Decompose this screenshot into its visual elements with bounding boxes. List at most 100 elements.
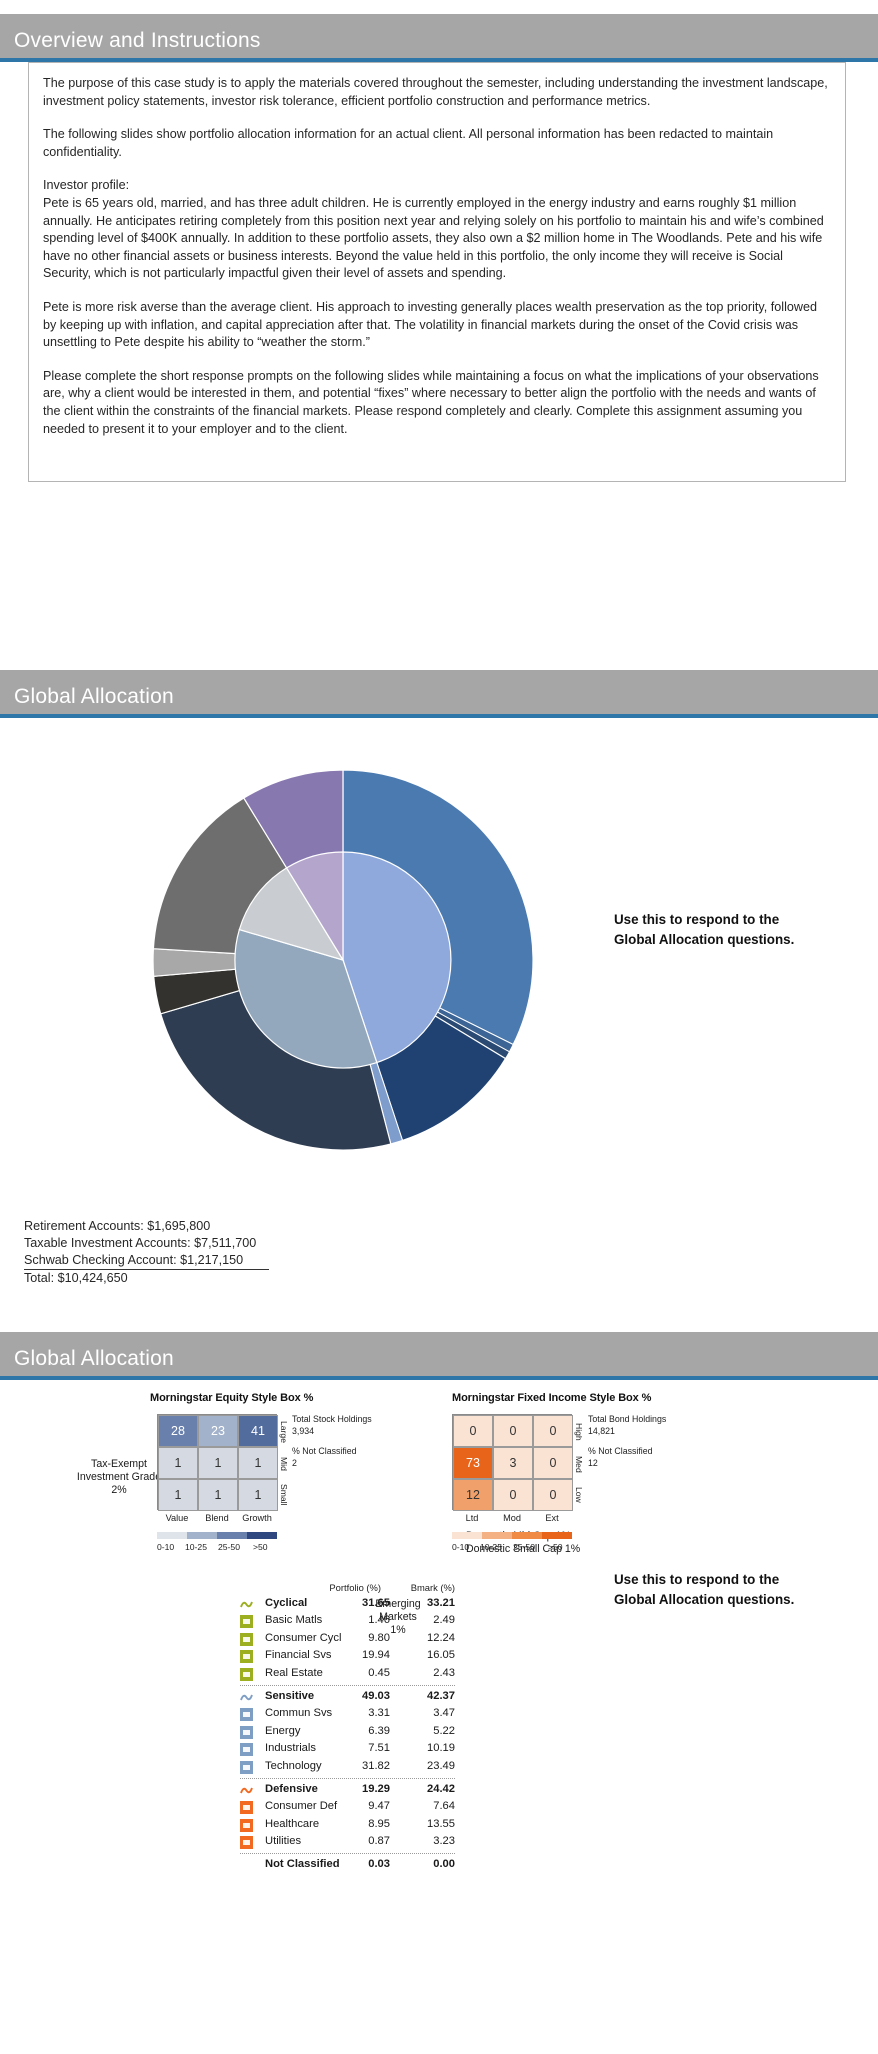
fixed-legend-bar xyxy=(452,1532,572,1539)
sector-bmark-value: 5.22 xyxy=(433,1724,455,1737)
fixed-cell-high-ltd: 0 xyxy=(453,1415,493,1447)
fixed-info-value-total: 14,821 xyxy=(588,1425,615,1436)
industrials-icon xyxy=(240,1743,253,1757)
sector-bmark-value: 2.43 xyxy=(433,1666,455,1679)
slice-cash-inner xyxy=(238,867,345,962)
fixed-income-style-box-title: Morningstar Fixed Income Style Box % xyxy=(452,1392,652,1404)
sector-portfolio-value: 31.82 xyxy=(362,1759,390,1772)
equity-info-value-not-classified: 2 xyxy=(292,1457,297,1468)
fixed-cell-low-ltd: 12 xyxy=(453,1479,493,1511)
sector-bmark-value: 3.47 xyxy=(433,1707,455,1720)
sector-bmark-value: 3.23 xyxy=(433,1835,455,1848)
sector-name: Energy xyxy=(265,1724,301,1737)
equity-col-label-blend: Blend xyxy=(205,1513,229,1523)
sector-name: Defensive xyxy=(265,1782,318,1795)
overview-paragraph-risk: Pete is more risk averse than the averag… xyxy=(43,299,817,350)
fixed-info-value-not-classified: 12 xyxy=(588,1457,598,1468)
sector-bmark-value: 42.37 xyxy=(427,1689,455,1702)
sector-bmark-value: 16.05 xyxy=(427,1649,455,1662)
equity-cell-mid-blend: 1 xyxy=(198,1447,238,1479)
sector-row: Technology 31.82 23.49 xyxy=(240,1759,455,1776)
account-totals: Retirement Accounts: $1,695,800 Taxable … xyxy=(24,1218,270,1287)
overview-paragraph-investor-profile: Pete is 65 years old, married, and has t… xyxy=(43,195,824,281)
overview-textbox: The purpose of this case study is to app… xyxy=(28,62,846,482)
overview-paragraph-slides: The following slides show portfolio allo… xyxy=(43,127,774,159)
equity-legend-25-50: 25-50 xyxy=(218,1542,240,1552)
sector-row: Cyclical 31.65 33.21 xyxy=(240,1596,455,1613)
equity-row-label-mid: Mid xyxy=(279,1457,289,1471)
sector-name: Basic Matls xyxy=(265,1614,323,1627)
sector-bmark-value: 12.24 xyxy=(427,1631,455,1644)
slide1-banner-rule xyxy=(0,58,878,62)
fixed-info-label-total: Total Bond Holdings xyxy=(588,1414,667,1424)
sector-bmark-value: 13.55 xyxy=(427,1817,455,1830)
pie-label-emerging-markets: Emerging Markets 1% xyxy=(375,1598,421,1636)
sector-name: Utilities xyxy=(265,1835,302,1848)
sector-portfolio-value: 0.45 xyxy=(368,1666,390,1679)
cyclical-icon xyxy=(240,1598,253,1611)
none xyxy=(240,1859,253,1872)
sector-portfolio-value: 0.87 xyxy=(368,1835,390,1848)
sector-row: Consumer Cycl 9.80 12.24 xyxy=(240,1631,455,1648)
equity-cell-small-growth: 1 xyxy=(238,1479,278,1511)
financial-services-icon xyxy=(240,1650,253,1664)
fixed-income-style-box-grid: 0 0 0 73 3 0 12 0 0 xyxy=(452,1414,573,1511)
sector-row: Real Estate 0.45 2.43 xyxy=(240,1666,455,1683)
consumer-cyclical-icon xyxy=(240,1632,253,1646)
fixed-info-label-not-classified: % Not Classified xyxy=(588,1446,653,1456)
equity-style-box-grid: 28 23 41 1 1 1 1 1 1 xyxy=(157,1414,278,1511)
sector-row: Healthcare 8.95 13.55 xyxy=(240,1817,455,1834)
fixed-row-label-med: Med xyxy=(574,1455,584,1473)
slice-bonds-inner xyxy=(234,928,378,1069)
sector-row: Sensitive 49.03 42.37 xyxy=(240,1689,455,1706)
equity-cell-small-blend: 1 xyxy=(198,1479,238,1511)
slide2-banner: Global Allocation xyxy=(0,670,878,718)
sector-name: Commun Svs xyxy=(265,1707,333,1720)
sector-portfolio-value: 0.03 xyxy=(368,1858,390,1871)
equity-cell-mid-growth: 1 xyxy=(238,1447,278,1479)
sector-group-divider xyxy=(240,1684,455,1686)
pie-label-domestic-small-cap: Domestic Small Cap 1% xyxy=(466,1543,581,1555)
sector-portfolio-value: 6.39 xyxy=(368,1724,390,1737)
sector-name: Healthcare xyxy=(265,1817,320,1830)
account-total: Total: $10,424,650 xyxy=(24,1271,128,1285)
pie-label-bonds-inner: Bonds 25% xyxy=(286,1446,318,1471)
sector-portfolio-value: 19.94 xyxy=(362,1649,390,1662)
sector-bmark-value: 7.64 xyxy=(433,1800,455,1813)
slide3-sidenote: Use this to respond to the Global Alloca… xyxy=(614,1572,795,1607)
equity-info-label-not-classified: % Not Classified xyxy=(292,1446,357,1456)
pie-label-stocks-inner: Stocks 46% xyxy=(352,1386,384,1411)
equity-cell-mid-value: 1 xyxy=(158,1447,198,1479)
utilities-icon xyxy=(240,1836,253,1850)
healthcare-icon xyxy=(240,1818,253,1832)
fixed-col-label-ext: Ext xyxy=(545,1513,559,1523)
sector-row: Industrials 7.51 10.19 xyxy=(240,1741,455,1758)
equity-info-label-total: Total Stock Holdings xyxy=(292,1414,372,1424)
sensitive-icon xyxy=(240,1691,253,1704)
sector-col-portfolio: Portfolio (%) xyxy=(329,1582,381,1593)
slide3-banner: Global Allocation xyxy=(0,1332,878,1380)
account-taxable: Taxable Investment Accounts: $7,511,700 xyxy=(24,1236,257,1250)
equity-legend-over-50: >50 xyxy=(253,1542,268,1552)
sector-portfolio-value: 9.80 xyxy=(368,1631,390,1644)
slice-stocks-inner xyxy=(342,851,452,1064)
fixed-legend-10-25: 10-25 xyxy=(480,1542,502,1552)
sector-name: Cyclical xyxy=(265,1597,308,1609)
energy-icon xyxy=(240,1725,253,1739)
slide2-sidenote: Use this to respond to the Global Alloca… xyxy=(614,912,795,947)
basic-materials-icon xyxy=(240,1615,253,1629)
overview-paragraph-purpose: The purpose of this case study is to app… xyxy=(43,76,828,108)
slide1-banner: Overview and Instructions xyxy=(0,14,878,62)
equity-cell-large-blend: 23 xyxy=(198,1415,238,1447)
sector-row: Defensive 19.29 24.42 xyxy=(240,1782,455,1799)
fixed-col-label-ltd: Ltd xyxy=(465,1513,479,1523)
pie-label-developed-international: Developed International 7% xyxy=(368,1514,428,1552)
sector-row: Commun Svs 3.31 3.47 xyxy=(240,1706,455,1723)
sector-name: Financial Svs xyxy=(265,1649,332,1662)
sunburst-svg xyxy=(152,769,534,1151)
fixed-row-label-high: High xyxy=(574,1423,584,1441)
sector-row: Not Classified 0.03 0.00 xyxy=(240,1857,455,1874)
sector-name: Consumer Cycl xyxy=(265,1631,342,1644)
equity-col-label-growth: Growth xyxy=(242,1513,272,1523)
sector-portfolio-value: 8.95 xyxy=(368,1817,390,1830)
